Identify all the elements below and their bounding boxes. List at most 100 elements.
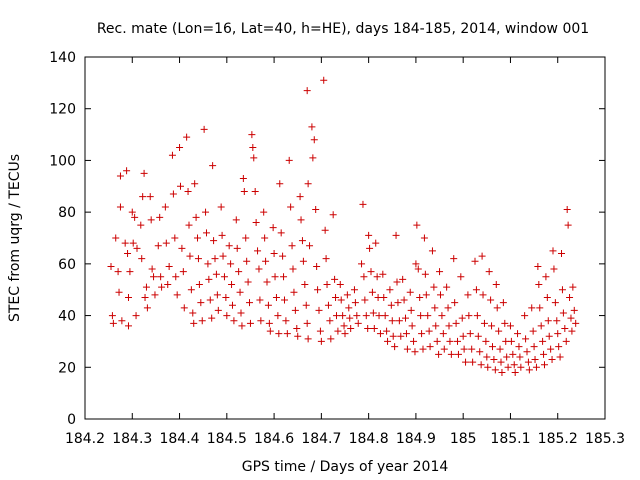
data-point — [237, 309, 245, 317]
data-point — [112, 234, 120, 242]
data-point — [394, 299, 402, 307]
data-point — [547, 345, 555, 353]
data-point — [419, 345, 427, 353]
data-point — [212, 270, 220, 278]
data-point — [329, 211, 337, 219]
data-point — [218, 231, 226, 239]
data-point — [148, 265, 156, 273]
data-point — [346, 314, 354, 322]
data-point — [517, 363, 525, 371]
data-point — [108, 312, 116, 320]
data-point — [506, 322, 514, 330]
data-point — [361, 296, 369, 304]
data-point — [320, 76, 328, 84]
data-point — [369, 309, 377, 317]
data-point — [450, 255, 458, 263]
data-point — [272, 293, 280, 301]
data-point — [250, 154, 258, 162]
data-point — [301, 281, 309, 289]
data-point — [570, 306, 578, 314]
data-point — [515, 343, 523, 351]
x-tick-label: 185 — [450, 431, 477, 447]
data-point — [173, 291, 181, 299]
data-point — [129, 239, 137, 247]
data-point — [187, 286, 195, 294]
data-point — [558, 286, 566, 294]
data-point — [289, 265, 297, 273]
data-point — [354, 319, 362, 327]
data-point — [364, 325, 372, 332]
data-point — [372, 239, 380, 247]
data-point — [208, 314, 216, 322]
data-point — [183, 133, 191, 141]
data-point — [126, 268, 134, 276]
data-point — [469, 358, 477, 366]
data-point — [282, 317, 290, 325]
data-point — [132, 312, 140, 320]
data-point — [458, 314, 466, 322]
data-point — [118, 317, 126, 325]
data-point — [459, 332, 467, 340]
data-point — [238, 322, 246, 330]
data-point — [413, 221, 421, 229]
data-point — [554, 330, 562, 338]
data-point — [439, 330, 447, 338]
data-point — [553, 317, 561, 325]
data-point — [293, 325, 301, 332]
data-point — [227, 260, 235, 268]
data-point — [384, 337, 392, 345]
data-point — [235, 268, 243, 276]
data-point — [337, 296, 345, 304]
data-point — [154, 242, 162, 250]
data-point — [317, 337, 325, 345]
data-point — [457, 273, 465, 281]
data-point — [540, 361, 548, 369]
y-tick-label: 20 — [58, 360, 76, 376]
data-point — [444, 304, 452, 312]
data-point — [274, 312, 282, 320]
data-point — [351, 299, 359, 307]
data-point — [239, 175, 247, 183]
data-point — [269, 224, 277, 232]
data-point — [190, 319, 198, 327]
data-point — [496, 345, 504, 353]
data-point — [408, 322, 416, 330]
data-point — [297, 216, 305, 224]
data-point — [168, 151, 176, 159]
data-point — [309, 154, 317, 162]
data-point — [334, 327, 342, 335]
data-point — [279, 252, 287, 260]
data-point — [445, 322, 453, 330]
data-point — [315, 306, 323, 314]
data-point — [558, 250, 566, 258]
data-point — [194, 234, 202, 242]
data-point — [522, 335, 530, 343]
data-point — [255, 265, 263, 273]
data-point — [312, 206, 320, 214]
x-tick-label: 184.9 — [396, 431, 436, 447]
data-point — [446, 337, 454, 345]
data-point — [414, 265, 422, 273]
data-point — [524, 358, 532, 366]
data-point — [251, 187, 259, 195]
data-point — [447, 350, 455, 358]
data-point — [314, 286, 322, 294]
data-point — [326, 317, 334, 325]
data-point — [198, 317, 206, 325]
data-point — [185, 221, 193, 229]
data-point — [283, 330, 291, 338]
data-point — [551, 299, 559, 307]
data-point — [400, 296, 408, 304]
data-point — [302, 301, 310, 309]
data-point — [308, 123, 316, 131]
data-point — [116, 203, 124, 211]
data-point — [285, 156, 293, 164]
data-point — [341, 330, 349, 338]
data-point — [264, 301, 272, 309]
data-point — [550, 265, 558, 273]
data-point — [386, 286, 394, 294]
data-point — [246, 319, 254, 327]
data-point — [138, 255, 146, 263]
data-point — [184, 187, 192, 195]
y-tick-label: 80 — [58, 205, 76, 221]
